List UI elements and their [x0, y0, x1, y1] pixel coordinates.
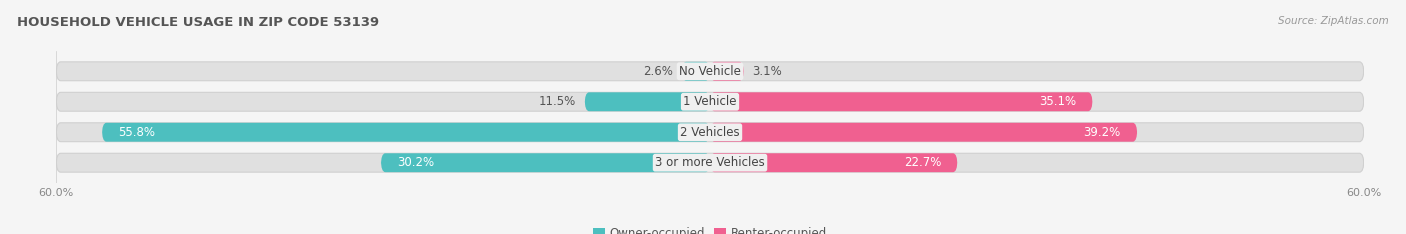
Text: 30.2%: 30.2% [398, 156, 434, 169]
FancyBboxPatch shape [682, 62, 710, 81]
FancyBboxPatch shape [710, 62, 744, 81]
FancyBboxPatch shape [710, 123, 1137, 142]
FancyBboxPatch shape [56, 62, 1364, 81]
Text: 22.7%: 22.7% [904, 156, 941, 169]
Legend: Owner-occupied, Renter-occupied: Owner-occupied, Renter-occupied [588, 222, 832, 234]
FancyBboxPatch shape [103, 123, 710, 142]
FancyBboxPatch shape [56, 153, 1364, 172]
Text: 55.8%: 55.8% [118, 126, 155, 139]
Text: 2 Vehicles: 2 Vehicles [681, 126, 740, 139]
Text: 3.1%: 3.1% [752, 65, 782, 78]
Text: 3 or more Vehicles: 3 or more Vehicles [655, 156, 765, 169]
Text: 35.1%: 35.1% [1039, 95, 1076, 108]
Text: No Vehicle: No Vehicle [679, 65, 741, 78]
Text: 11.5%: 11.5% [538, 95, 576, 108]
Text: 2.6%: 2.6% [643, 65, 673, 78]
FancyBboxPatch shape [585, 92, 710, 111]
FancyBboxPatch shape [56, 92, 1364, 111]
FancyBboxPatch shape [381, 153, 710, 172]
Text: Source: ZipAtlas.com: Source: ZipAtlas.com [1278, 16, 1389, 26]
Text: HOUSEHOLD VEHICLE USAGE IN ZIP CODE 53139: HOUSEHOLD VEHICLE USAGE IN ZIP CODE 5313… [17, 16, 380, 29]
FancyBboxPatch shape [710, 92, 1092, 111]
FancyBboxPatch shape [56, 123, 1364, 142]
Text: 39.2%: 39.2% [1084, 126, 1121, 139]
Text: 1 Vehicle: 1 Vehicle [683, 95, 737, 108]
FancyBboxPatch shape [710, 153, 957, 172]
